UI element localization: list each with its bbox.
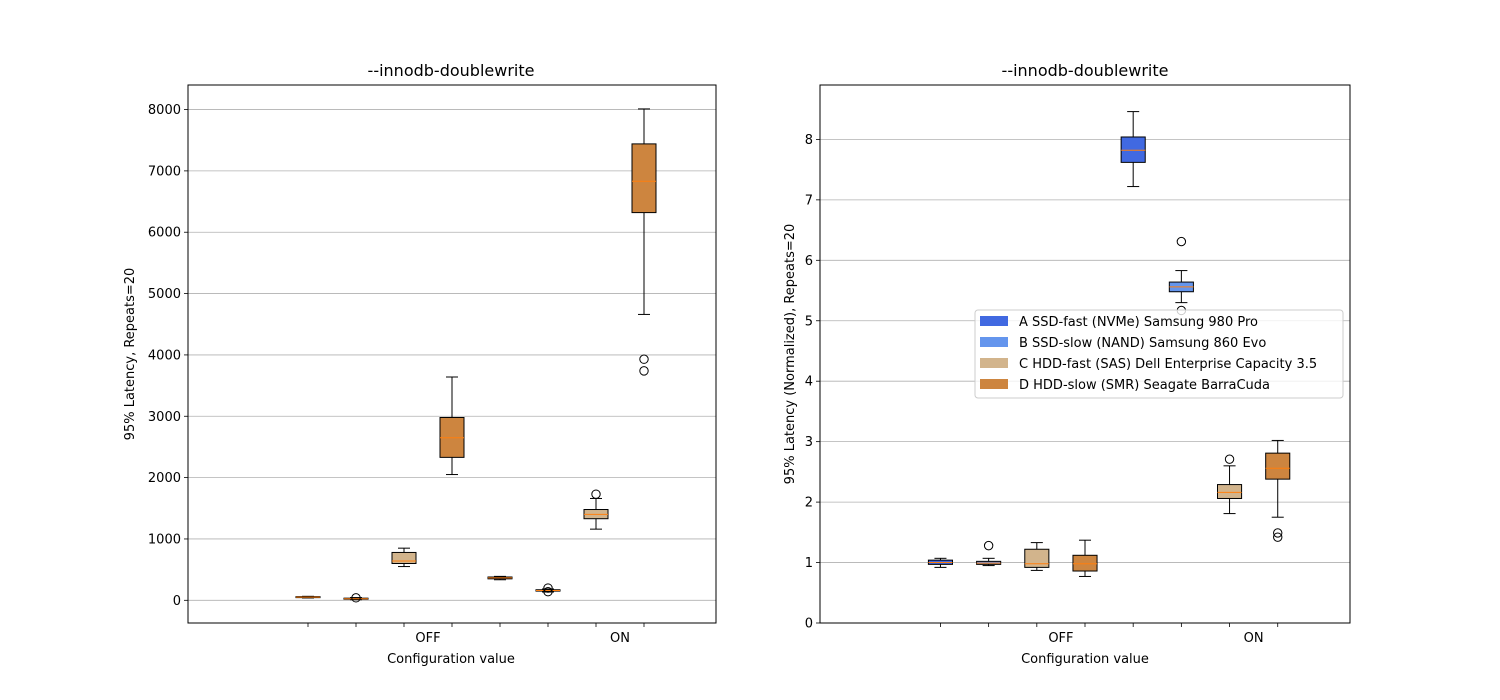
box-off-b [343, 593, 369, 603]
plot-frame [187, 84, 717, 624]
y-axis-label: 95% Latency, Repeats=20 [123, 268, 138, 441]
legend-frame [974, 309, 1344, 399]
y-tick-label: 4 [805, 375, 813, 390]
x-tick-label: ON [610, 631, 630, 646]
box-off-a [927, 557, 954, 568]
outlier-point [1224, 454, 1235, 464]
outlier-point [543, 583, 553, 593]
outlier-point [543, 587, 553, 597]
y-tick-label: 7 [805, 193, 813, 208]
outlier-point [1273, 528, 1283, 538]
plot-frame [819, 84, 1351, 624]
box-body [1120, 136, 1146, 163]
chart-title: --innodb-doublewrite [368, 61, 535, 80]
x-tick-label: ON [1244, 631, 1264, 646]
box-on-a [1120, 111, 1146, 188]
x-axis-label: Configuration value [1021, 652, 1149, 667]
legend-label: D HDD-slow (SMR) Seagate BarraCuda [1019, 378, 1270, 393]
legend-item-d: D HDD-slow (SMR) Seagate BarraCuda [980, 378, 1270, 393]
grid-layer [188, 109, 716, 601]
y-tick-label: 3000 [148, 410, 181, 425]
outlier-point [639, 354, 649, 364]
legend-label: B SSD-slow (NAND) Samsung 860 Evo [1019, 336, 1266, 351]
box-on-b [535, 583, 561, 597]
y-tick-label: 2 [805, 496, 813, 511]
outlier-point [983, 540, 994, 551]
y-tick-label: 6000 [148, 226, 181, 241]
y-tick-label: 3 [805, 435, 813, 450]
box-off-c [1024, 542, 1050, 571]
box-body [1024, 548, 1050, 568]
legend-swatch [980, 316, 1008, 326]
box-off-a [295, 595, 321, 599]
outlier-point [591, 489, 601, 499]
y-tick-label: 0 [805, 617, 813, 632]
x-tick-label: OFF [1048, 631, 1073, 646]
box-off-d [439, 376, 465, 476]
y-tick-label: 1000 [148, 532, 181, 547]
y-tick-label: 1 [805, 556, 813, 571]
box-layer [295, 108, 657, 603]
legend-swatch [980, 337, 1008, 347]
legend-item-b: B SSD-slow (NAND) Samsung 860 Evo [980, 336, 1266, 351]
y-tick-label: 8 [805, 133, 813, 148]
legend-item-a: A SSD-fast (NVMe) Samsung 980 Pro [980, 315, 1258, 330]
chart-title: --innodb-doublewrite [1002, 61, 1169, 80]
box-on-a [487, 575, 513, 581]
box-body [631, 143, 657, 214]
box-off-c [391, 547, 417, 568]
legend-item-c: C HDD-fast (SAS) Dell Enterprise Capacit… [980, 357, 1317, 372]
y-tick-label: 5000 [148, 287, 181, 302]
legend-label: C HDD-fast (SAS) Dell Enterprise Capacit… [1019, 357, 1317, 372]
legend-swatch [980, 358, 1008, 368]
y-tick-label: 5 [805, 314, 813, 329]
legend-label: A SSD-fast (NVMe) Samsung 980 Pro [1019, 315, 1258, 330]
y-tick-label: 2000 [148, 471, 181, 486]
outlier-point [639, 366, 649, 376]
y-tick-label: 6 [805, 254, 813, 269]
chart-right: --innodb-doublewrite Configuration value… [783, 61, 1351, 667]
box-on-d [631, 108, 657, 376]
box-body [1217, 484, 1243, 499]
box-on-d [1265, 439, 1291, 542]
box-body [391, 551, 417, 564]
outlier-point [1273, 532, 1283, 542]
box-body [1265, 452, 1291, 480]
chart-left: --innodb-doublewrite Configuration value… [123, 61, 717, 667]
box-on-b [1168, 236, 1194, 316]
box-layer [927, 111, 1291, 577]
y-tick-label: 4000 [148, 348, 181, 363]
y-axis-label: 95% Latency (Normalized), Repeats=20 [783, 224, 798, 485]
y-tick-label: 7000 [148, 164, 181, 179]
outlier-point [1176, 236, 1187, 247]
x-axis-label: Configuration value [387, 652, 515, 667]
box-off-d [1072, 539, 1098, 577]
box-off-b [976, 540, 1002, 567]
x-tick-label: OFF [415, 631, 440, 646]
box-on-c [1217, 454, 1243, 515]
legend-swatch [980, 379, 1008, 389]
legend: A SSD-fast (NVMe) Samsung 980 Pro B SSD-s… [974, 309, 1344, 399]
box-on-c [583, 489, 609, 530]
outlier-point [351, 593, 361, 603]
y-tick-label: 8000 [148, 103, 181, 118]
y-tick-label: 0 [173, 594, 181, 609]
box-body [1072, 554, 1098, 572]
